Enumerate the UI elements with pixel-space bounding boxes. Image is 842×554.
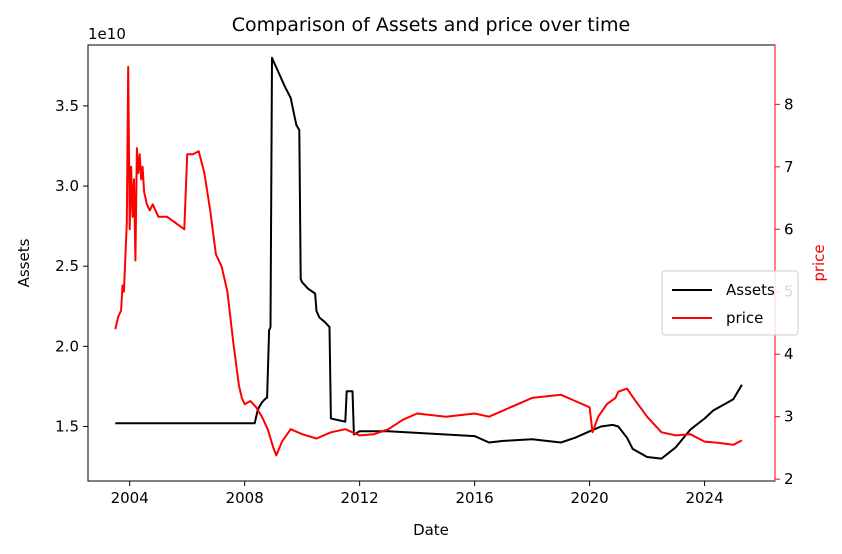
legend-label-price: price xyxy=(726,309,763,327)
right-tick-label: 7 xyxy=(784,158,794,176)
x-tick-label: 2020 xyxy=(571,489,609,507)
legend: Assets price xyxy=(661,270,799,336)
right-tick-label: 2 xyxy=(784,470,794,488)
right-tick-label: 8 xyxy=(784,95,794,113)
right-tick-label: 4 xyxy=(784,345,794,363)
left-offset-text: 1e10 xyxy=(88,25,126,43)
series-line-price xyxy=(114,65,743,457)
x-tick-label: 2012 xyxy=(341,489,379,507)
left-tick-label: 3.5 xyxy=(55,97,79,115)
series-layer xyxy=(114,56,743,460)
left-tick-label: 3.0 xyxy=(55,177,79,195)
x-axis-label: Date xyxy=(413,521,449,539)
right-tick-label: 6 xyxy=(784,220,794,238)
right-y-axis-label: price xyxy=(810,244,828,281)
series-line-assets xyxy=(115,56,743,460)
left-tick-label: 2.0 xyxy=(55,337,79,355)
x-tick-label: 2004 xyxy=(111,489,149,507)
x-tick-label: 2024 xyxy=(685,489,723,507)
x-tick-label: 2016 xyxy=(456,489,494,507)
left-tick-label: 2.5 xyxy=(55,257,79,275)
left-tick-label: 1.5 xyxy=(55,418,79,436)
left-y-axis: 1.5 2.0 2.5 3.0 3.5 xyxy=(55,97,88,436)
x-tick-label: 2008 xyxy=(226,489,264,507)
x-axis: 2004 2008 2012 2016 2020 2024 xyxy=(111,481,724,507)
left-y-axis-label: Assets xyxy=(15,238,33,287)
right-tick-label: 3 xyxy=(784,408,794,426)
chart-title: Comparison of Assets and price over time xyxy=(232,14,630,36)
legend-label-assets: Assets xyxy=(726,281,775,299)
